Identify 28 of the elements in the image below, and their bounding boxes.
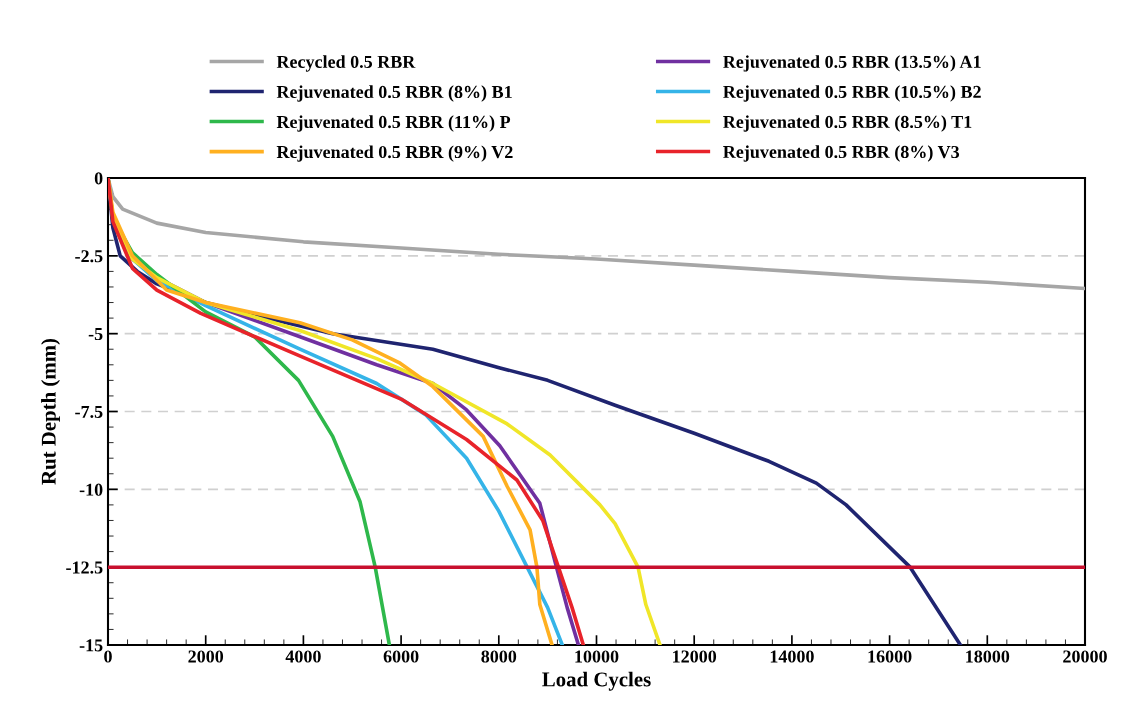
x-tick-label: 2000 [188,650,224,663]
legend-label: Rejuvenated 0.5 RBR (11%) P [276,115,511,132]
legend-label: Rejuvenated 0.5 RBR (8%) B1 [276,85,512,102]
legend-label: Rejuvenated 0.5 RBR (8.5%) T1 [723,115,972,132]
x-tick-label: 10000 [575,650,619,663]
x-tick-label: 14000 [770,650,814,663]
x-tick-label: 6000 [383,650,419,663]
x-tick-label: 12000 [673,650,717,663]
x-tick-label: 4000 [285,650,321,663]
y-tick-label: -12.5 [66,561,103,574]
y-tick-label: -5 [88,328,103,341]
y-tick-label: -10 [79,483,103,496]
legend-label: Rejuvenated 0.5 RBR (8%) V3 [723,145,960,162]
y-tick-label: -7.5 [75,405,103,419]
legend-label: Rejuvenated 0.5 RBR (13.5%) A1 [723,55,981,72]
x-axis-title: Load Cycles [542,671,651,691]
y-tick-label: -2.5 [75,250,103,263]
legend-label: Rejuvenated 0.5 RBR (10.5%) B2 [723,85,981,102]
legend-label: Recycled 0.5 RBR [276,55,416,72]
legend-label: Rejuvenated 0.5 RBR (9%) V2 [276,145,513,162]
x-tick-label: 16000 [868,650,912,663]
y-axis-title: Rut Depth (mm) [41,338,60,485]
x-tick-label: 8000 [481,650,517,663]
y-tick-label: 0 [94,172,103,185]
x-tick-label: 20000 [1063,650,1107,663]
x-tick-label: 0 [104,650,112,663]
x-tick-label: 18000 [966,650,1010,663]
y-tick-label: -15 [79,639,103,652]
